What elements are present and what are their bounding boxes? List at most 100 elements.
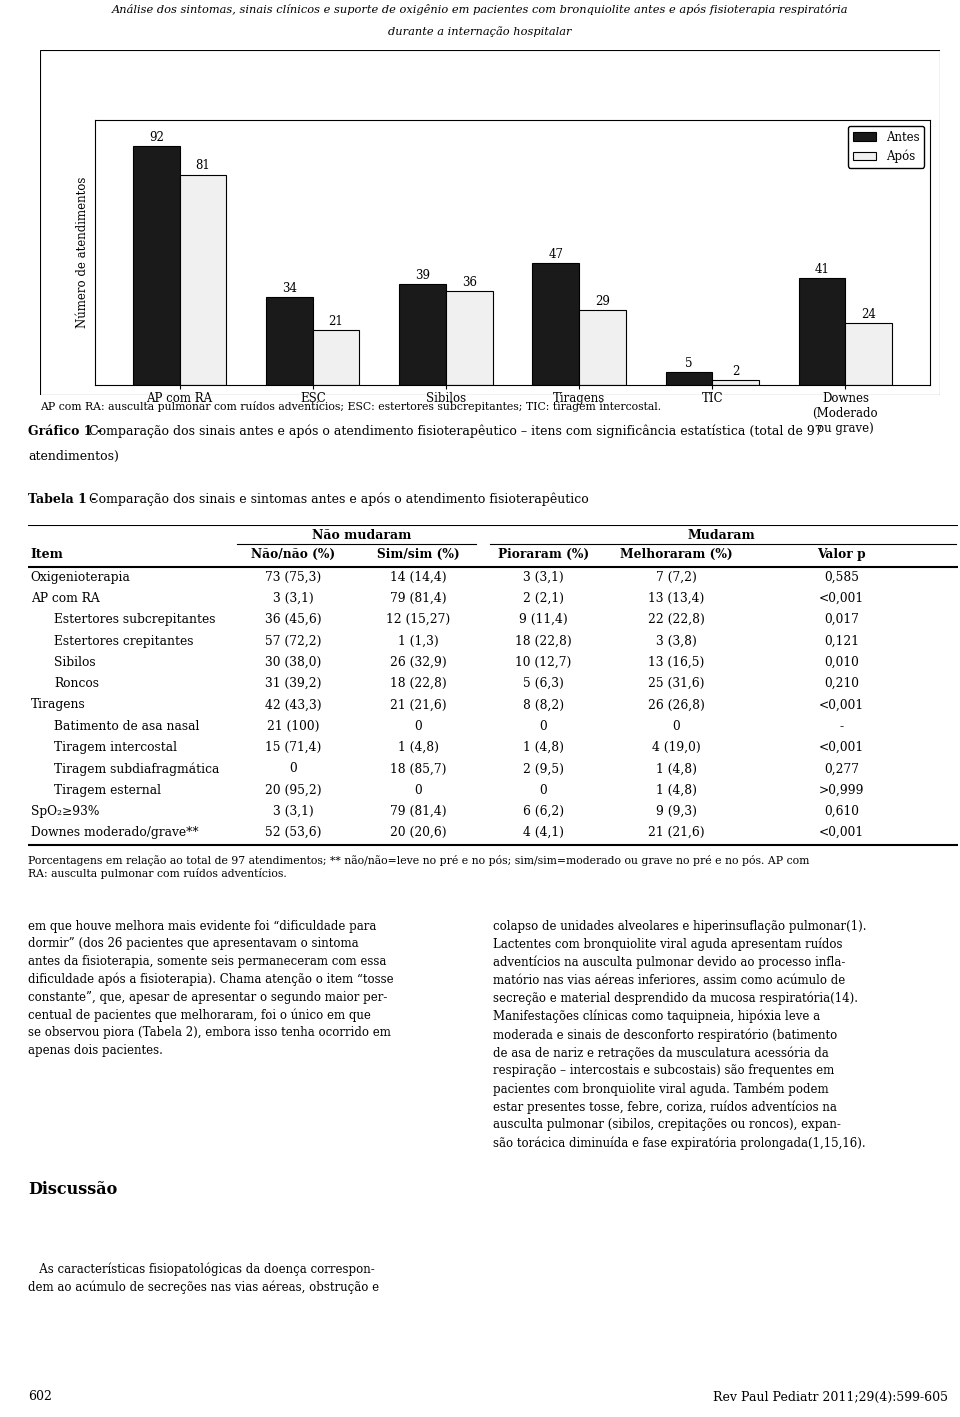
Text: colapso de unidades alveolares e hiperinsuflação pulmonar(1).
Lactentes com bron: colapso de unidades alveolares e hiperin…: [493, 920, 867, 1149]
Text: 2: 2: [732, 364, 739, 378]
Text: AP com RA: ausculta pulmonar com ruídos adventícios; ESC: estertores subcrepitan: AP com RA: ausculta pulmonar com ruídos …: [40, 401, 661, 412]
Bar: [266, 296, 313, 385]
Text: durante a internação hospitalar: durante a internação hospitalar: [388, 26, 572, 37]
Text: 0,017: 0,017: [825, 614, 859, 626]
Text: Não/não (%): Não/não (%): [251, 548, 335, 561]
Text: 602: 602: [28, 1390, 52, 1403]
Text: 39: 39: [415, 269, 430, 282]
Bar: [399, 283, 445, 385]
Bar: [799, 279, 846, 385]
Text: <0,001: <0,001: [819, 592, 864, 605]
Text: 13 (16,5): 13 (16,5): [648, 656, 705, 669]
Text: Porcentagens em relação ao total de 97 atendimentos; ** não/não=leve no pré e no: Porcentagens em relação ao total de 97 a…: [28, 854, 809, 879]
Text: 73 (75,3): 73 (75,3): [265, 571, 322, 584]
Text: 21 (100): 21 (100): [267, 720, 320, 733]
Text: 0: 0: [672, 720, 680, 733]
Text: Rev Paul Pediatr 2011;29(4):599-605: Rev Paul Pediatr 2011;29(4):599-605: [713, 1390, 948, 1403]
Text: Tiragem intercostal: Tiragem intercostal: [54, 741, 177, 754]
Text: 92: 92: [149, 130, 164, 145]
Text: 0: 0: [415, 784, 422, 796]
Text: 79 (81,4): 79 (81,4): [391, 805, 447, 818]
Bar: [579, 310, 626, 385]
Text: Oxigenioterapia: Oxigenioterapia: [31, 571, 131, 584]
Text: Sibilos: Sibilos: [54, 656, 96, 669]
Text: Tiragens: Tiragens: [31, 699, 85, 711]
Text: 25 (31,6): 25 (31,6): [648, 677, 705, 690]
Text: <0,001: <0,001: [819, 741, 864, 754]
Text: 47: 47: [548, 248, 564, 261]
Legend: Antes, Após: Antes, Após: [848, 126, 924, 167]
Text: 26 (26,8): 26 (26,8): [648, 699, 705, 711]
Text: 9 (11,4): 9 (11,4): [518, 614, 567, 626]
Text: SpO₂≥93%: SpO₂≥93%: [31, 805, 99, 818]
Text: 0,585: 0,585: [825, 571, 859, 584]
Text: 42 (43,3): 42 (43,3): [265, 699, 322, 711]
Text: Batimento de asa nasal: Batimento de asa nasal: [54, 720, 200, 733]
Text: Item: Item: [31, 548, 63, 561]
Text: Downes moderado/grave**: Downes moderado/grave**: [31, 826, 199, 839]
Text: 20 (95,2): 20 (95,2): [265, 784, 322, 796]
Text: 34: 34: [282, 282, 297, 295]
Y-axis label: Número de atendimentos: Número de atendimentos: [77, 177, 89, 329]
Text: 0: 0: [415, 720, 422, 733]
Text: 6 (6,2): 6 (6,2): [522, 805, 564, 818]
Text: Tiragem esternal: Tiragem esternal: [54, 784, 161, 796]
Text: 0: 0: [540, 720, 547, 733]
Text: AP com RA: AP com RA: [31, 592, 100, 605]
Text: 1 (4,8): 1 (4,8): [522, 741, 564, 754]
Text: 0: 0: [289, 762, 297, 775]
Text: 1 (4,8): 1 (4,8): [656, 784, 697, 796]
Bar: [533, 264, 579, 385]
Text: Comparação dos sinais e sintomas antes e após o atendimento fisioterapêutico: Comparação dos sinais e sintomas antes e…: [85, 493, 588, 506]
Text: 0,121: 0,121: [825, 635, 859, 648]
Text: 3 (3,1): 3 (3,1): [523, 571, 564, 584]
Text: 5 (6,3): 5 (6,3): [523, 677, 564, 690]
Text: 10 (12,7): 10 (12,7): [515, 656, 571, 669]
Text: 0: 0: [540, 784, 547, 796]
Bar: [712, 380, 758, 385]
Text: As características fisiopatológicas da doença correspon-
dem ao acúmulo de secre: As características fisiopatológicas da d…: [28, 1263, 379, 1294]
Text: Estertores crepitantes: Estertores crepitantes: [54, 635, 194, 648]
Text: em que houve melhora mais evidente foi “dificuldade para
dormir” (dos 26 pacient: em que houve melhora mais evidente foi “…: [28, 920, 394, 1057]
Text: -: -: [840, 720, 844, 733]
Text: 2 (2,1): 2 (2,1): [522, 592, 564, 605]
Text: 4 (19,0): 4 (19,0): [652, 741, 701, 754]
Bar: [313, 330, 359, 385]
Bar: [445, 292, 492, 385]
Text: 4 (4,1): 4 (4,1): [522, 826, 564, 839]
Text: 7 (7,2): 7 (7,2): [656, 571, 697, 584]
Text: 20 (20,6): 20 (20,6): [391, 826, 447, 839]
Text: 18 (22,8): 18 (22,8): [515, 635, 571, 648]
Text: <0,001: <0,001: [819, 826, 864, 839]
Text: 81: 81: [196, 160, 210, 173]
Text: Comparação dos sinais antes e após o atendimento fisioterapêutico – itens com si: Comparação dos sinais antes e após o ate…: [85, 425, 823, 438]
Text: Mudaram: Mudaram: [688, 529, 756, 543]
Text: 22 (22,8): 22 (22,8): [648, 614, 705, 626]
Text: 57 (72,2): 57 (72,2): [265, 635, 322, 648]
Text: Discussão: Discussão: [28, 1180, 117, 1197]
Text: 0,210: 0,210: [825, 677, 859, 690]
Text: 1 (1,3): 1 (1,3): [398, 635, 439, 648]
Text: Roncos: Roncos: [54, 677, 99, 690]
Text: 36: 36: [462, 276, 477, 289]
Text: 14 (14,4): 14 (14,4): [391, 571, 447, 584]
Text: Valor p: Valor p: [817, 548, 866, 561]
Text: 0,277: 0,277: [825, 762, 859, 775]
Text: 52 (53,6): 52 (53,6): [265, 826, 322, 839]
Text: 21: 21: [328, 316, 344, 329]
Bar: [132, 146, 180, 385]
Text: 18 (85,7): 18 (85,7): [391, 762, 446, 775]
Text: 79 (81,4): 79 (81,4): [391, 592, 447, 605]
Text: atendimentos): atendimentos): [28, 451, 119, 463]
Text: 18 (22,8): 18 (22,8): [390, 677, 447, 690]
Text: 24: 24: [861, 307, 876, 320]
Text: 2 (9,5): 2 (9,5): [522, 762, 564, 775]
Text: Melhoraram (%): Melhoraram (%): [620, 548, 732, 561]
Text: 9 (9,3): 9 (9,3): [656, 805, 697, 818]
Text: 12 (15,27): 12 (15,27): [387, 614, 451, 626]
Text: Tabela 1 -: Tabela 1 -: [28, 493, 96, 506]
Text: Sim/sim (%): Sim/sim (%): [377, 548, 460, 561]
Text: 3 (3,8): 3 (3,8): [656, 635, 697, 648]
Text: <0,001: <0,001: [819, 699, 864, 711]
Text: 30 (38,0): 30 (38,0): [265, 656, 322, 669]
